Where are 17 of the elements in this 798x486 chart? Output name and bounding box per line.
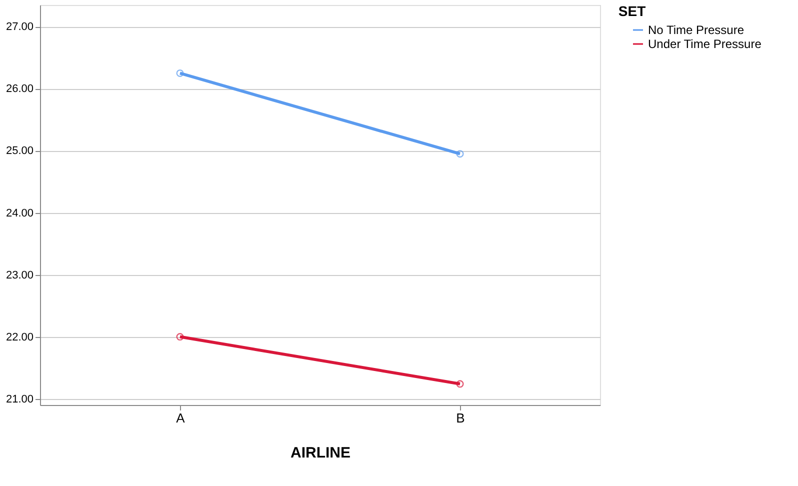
y-tick-label: 22.00 bbox=[6, 331, 34, 344]
point bbox=[176, 333, 184, 341]
x-axis-title: AIRLINE bbox=[290, 444, 350, 462]
y-tick-label: 23.00 bbox=[6, 269, 34, 282]
y-tick-label: 25.00 bbox=[6, 145, 34, 158]
point bbox=[176, 69, 184, 77]
point bbox=[456, 150, 464, 158]
y-tick-label: 27.00 bbox=[6, 21, 34, 34]
y-tick-label: 26.00 bbox=[6, 83, 34, 96]
point bbox=[456, 380, 464, 388]
legend-title: SET bbox=[618, 3, 646, 19]
y-tick-label: 24.00 bbox=[6, 207, 34, 220]
x-tick-label: A bbox=[176, 410, 186, 426]
legend-label: No Time Pressure bbox=[648, 23, 744, 37]
x-tick-label: B bbox=[456, 410, 465, 426]
legend-label: Under Time Pressure bbox=[648, 37, 762, 51]
y-tick-label: 21.00 bbox=[6, 393, 34, 406]
